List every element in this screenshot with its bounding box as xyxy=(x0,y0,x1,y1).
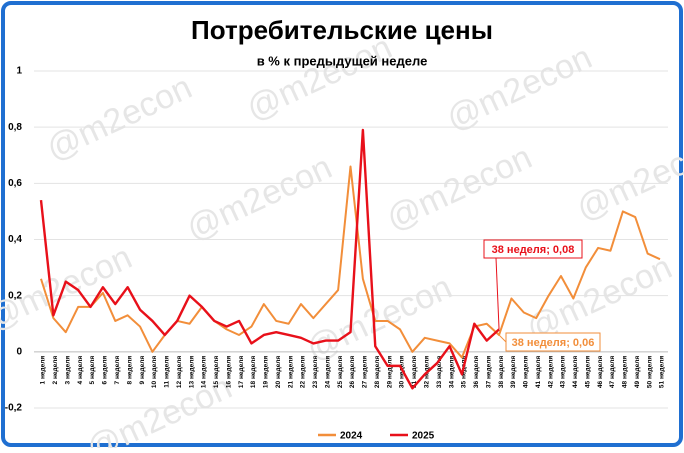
x-tick-label: 35 неделя xyxy=(461,356,468,388)
x-tick-label: 9 неделя xyxy=(139,356,146,385)
x-tick-label: 33 неделя xyxy=(436,356,443,388)
x-tick-label: 51 неделя xyxy=(659,356,666,388)
series-line xyxy=(40,165,661,359)
x-tick-label: 3 неделя xyxy=(64,356,71,385)
x-tick-label: 21 неделя xyxy=(287,356,294,388)
x-tick-label: 47 неделя xyxy=(609,356,616,388)
x-tick-label: 16 неделя xyxy=(225,356,232,388)
x-tick-label: 2 неделя xyxy=(52,356,59,385)
x-tick-label: 25 неделя xyxy=(337,356,344,388)
x-tick-label: 18 неделя xyxy=(250,356,257,388)
x-tick-label: 46 неделя xyxy=(597,356,604,388)
y-tick-label: 0,6 xyxy=(8,178,22,189)
legend-label: 2025 xyxy=(412,431,435,442)
x-tick-label: 7 неделя xyxy=(114,356,121,385)
x-tick-label: 37 неделя xyxy=(485,356,492,388)
x-tick-label: 41 неделя xyxy=(535,356,542,388)
x-tick-label: 26 неделя xyxy=(349,356,356,388)
series-line xyxy=(39,128,500,390)
x-tick-label: 11 неделя xyxy=(164,356,171,388)
y-tick-label: 0,4 xyxy=(8,234,22,245)
annotation-text: 38 неделя; 0,08 xyxy=(492,244,575,256)
x-tick-label: 20 неделя xyxy=(275,356,282,388)
x-tick-label: 15 неделя xyxy=(213,356,220,388)
x-tick-label: 43 неделя xyxy=(560,356,567,388)
x-tick-label: 19 неделя xyxy=(263,356,270,388)
y-tick-label: 0,8 xyxy=(8,122,22,133)
y-tick-label: 0 xyxy=(16,346,22,357)
annotation-box xyxy=(483,239,583,259)
x-tick-label: 50 неделя xyxy=(646,356,653,388)
x-tick-label: 39 неделя xyxy=(510,356,517,388)
x-tick-label: 40 неделя xyxy=(523,356,530,388)
x-tick-label: 27 неделя xyxy=(362,356,369,388)
annotation-box xyxy=(505,332,601,352)
x-tick-label: 29 неделя xyxy=(386,356,393,388)
x-tick-label: 10 неделя xyxy=(151,356,158,388)
x-tick-label: 31 неделя xyxy=(411,356,418,388)
x-tick-label: 8 неделя xyxy=(126,356,133,385)
y-tick-label: 0,2 xyxy=(8,290,22,301)
x-tick-label: 38 неделя xyxy=(498,356,505,388)
x-tick-label: 48 неделя xyxy=(622,356,629,388)
x-tick-label: 45 неделя xyxy=(584,356,591,388)
x-tick-label: 34 неделя xyxy=(448,356,455,388)
chart-subtitle: в % к предыдущей неделе xyxy=(257,53,428,68)
x-tick-label: 12 неделя xyxy=(176,356,183,388)
x-tick-label: 5 неделя xyxy=(89,356,96,385)
annotation-leader xyxy=(498,334,507,343)
x-tick-label: 6 неделя xyxy=(102,356,109,385)
x-tick-label: 23 неделя xyxy=(312,356,319,388)
annotation-text: 38 неделя; 0,06 xyxy=(512,337,595,349)
x-tick-label: 1 неделя xyxy=(40,356,47,385)
x-tick-label: 14 неделя xyxy=(201,356,208,388)
x-tick-label: 28 неделя xyxy=(374,356,381,388)
x-tick-label: 42 неделя xyxy=(547,356,554,388)
y-tick-label: -0,2 xyxy=(5,403,23,414)
x-tick-label: 49 неделя xyxy=(634,356,641,388)
x-tick-label: 22 неделя xyxy=(300,356,307,388)
annotation-leader xyxy=(495,257,500,330)
legend-label: 2024 xyxy=(340,431,363,442)
x-tick-label: 17 неделя xyxy=(238,356,245,388)
x-tick-label: 36 неделя xyxy=(473,356,480,388)
x-tick-label: 44 неделя xyxy=(572,356,579,388)
x-tick-label: 13 неделя xyxy=(188,356,195,388)
y-tick-label: 1 xyxy=(16,66,22,77)
x-tick-label: 24 неделя xyxy=(324,356,331,388)
chart-title: Потребительские цены xyxy=(191,15,493,45)
x-tick-label: 4 неделя xyxy=(77,356,84,385)
